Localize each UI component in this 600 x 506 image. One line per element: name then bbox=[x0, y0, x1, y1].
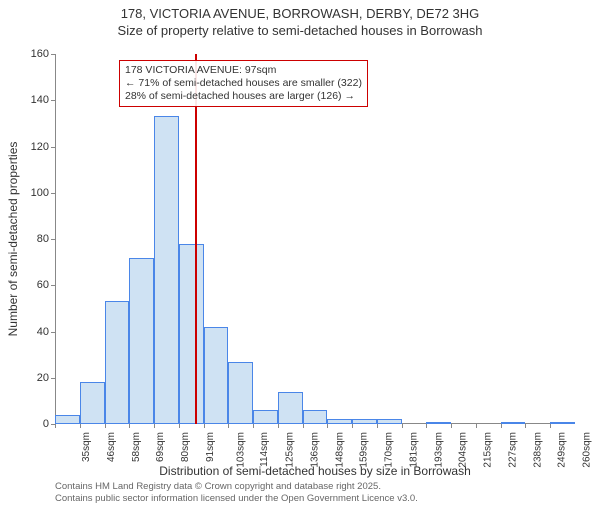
xtick-label: 114sqm bbox=[259, 432, 270, 467]
xtick-mark bbox=[550, 424, 551, 428]
reference-line bbox=[195, 54, 197, 424]
xtick-label: 136sqm bbox=[309, 432, 320, 468]
histogram-bar bbox=[179, 244, 204, 424]
histogram-bar bbox=[352, 419, 377, 424]
histogram-bar bbox=[105, 301, 130, 424]
xtick-mark bbox=[327, 424, 328, 428]
ytick-label: 20 bbox=[37, 372, 55, 384]
histogram-bar bbox=[55, 415, 80, 424]
xtick-mark bbox=[501, 424, 502, 428]
histogram-bar bbox=[129, 258, 154, 425]
histogram-bar bbox=[327, 419, 352, 424]
xtick-mark bbox=[278, 424, 279, 428]
histogram-bar bbox=[80, 382, 105, 424]
histogram-bar bbox=[550, 422, 575, 424]
xtick-mark bbox=[154, 424, 155, 428]
xtick-mark bbox=[476, 424, 477, 428]
xtick-mark bbox=[105, 424, 106, 428]
ytick-label: 140 bbox=[31, 94, 55, 106]
histogram-bar bbox=[377, 419, 402, 424]
histogram-bar bbox=[501, 422, 526, 424]
xtick-mark bbox=[179, 424, 180, 428]
xtick-label: 46sqm bbox=[106, 432, 117, 462]
histogram-bar bbox=[426, 422, 451, 424]
footer-attribution: Contains HM Land Registry data © Crown c… bbox=[55, 481, 418, 504]
xtick-mark bbox=[228, 424, 229, 428]
xtick-label: 204sqm bbox=[458, 432, 469, 468]
ytick-label: 80 bbox=[37, 233, 55, 245]
chart-title-line2: Size of property relative to semi-detach… bbox=[0, 23, 600, 38]
histogram-bar bbox=[278, 392, 303, 424]
xtick-mark bbox=[303, 424, 304, 428]
xtick-mark bbox=[55, 424, 56, 428]
footer-line1: Contains HM Land Registry data © Crown c… bbox=[55, 481, 418, 492]
xtick-label: 148sqm bbox=[334, 432, 345, 468]
ytick-label: 0 bbox=[43, 418, 55, 430]
xtick-label: 260sqm bbox=[582, 432, 593, 468]
histogram-bar bbox=[228, 362, 253, 424]
chart-area: Number of semi-detached properties 02040… bbox=[55, 54, 575, 424]
xtick-label: 80sqm bbox=[180, 432, 191, 462]
xtick-label: 181sqm bbox=[408, 432, 419, 468]
xtick-label: 58sqm bbox=[131, 432, 142, 462]
xtick-mark bbox=[352, 424, 353, 428]
footer-line2: Contains public sector information licen… bbox=[55, 493, 418, 504]
xtick-label: 35sqm bbox=[81, 432, 92, 462]
xtick-mark bbox=[377, 424, 378, 428]
xtick-mark bbox=[80, 424, 81, 428]
callout-line1: 178 VICTORIA AVENUE: 97sqm bbox=[125, 64, 362, 77]
xtick-mark bbox=[426, 424, 427, 428]
xtick-label: 170sqm bbox=[384, 432, 395, 468]
xtick-label: 103sqm bbox=[235, 432, 246, 468]
y-axis bbox=[55, 54, 56, 424]
callout-line3: 28% of semi-detached houses are larger (… bbox=[125, 90, 362, 103]
xtick-label: 238sqm bbox=[532, 432, 543, 468]
ytick-label: 60 bbox=[37, 279, 55, 291]
xtick-mark bbox=[451, 424, 452, 428]
callout-line2: ← 71% of semi-detached houses are smalle… bbox=[125, 77, 362, 90]
xtick-label: 159sqm bbox=[359, 432, 370, 468]
xtick-label: 125sqm bbox=[285, 432, 296, 468]
xtick-label: 227sqm bbox=[508, 432, 519, 468]
callout-box: 178 VICTORIA AVENUE: 97sqm← 71% of semi-… bbox=[119, 60, 368, 107]
xtick-label: 69sqm bbox=[155, 432, 166, 462]
histogram-bar bbox=[204, 327, 229, 424]
ytick-label: 160 bbox=[31, 48, 55, 60]
y-axis-label: Number of semi-detached properties bbox=[6, 142, 20, 337]
histogram-bar bbox=[303, 410, 328, 424]
ytick-label: 120 bbox=[31, 141, 55, 153]
chart-title-line1: 178, VICTORIA AVENUE, BORROWASH, DERBY, … bbox=[0, 6, 600, 23]
xtick-label: 249sqm bbox=[557, 432, 568, 468]
xtick-mark bbox=[525, 424, 526, 428]
ytick-label: 100 bbox=[31, 187, 55, 199]
xtick-mark bbox=[253, 424, 254, 428]
ytick-label: 40 bbox=[37, 326, 55, 338]
histogram-bar bbox=[253, 410, 278, 424]
xtick-mark bbox=[129, 424, 130, 428]
plot-region: 02040608010012014016035sqm46sqm58sqm69sq… bbox=[55, 54, 575, 424]
xtick-label: 215sqm bbox=[483, 432, 494, 468]
xtick-label: 193sqm bbox=[433, 432, 444, 468]
xtick-mark bbox=[204, 424, 205, 428]
xtick-mark bbox=[402, 424, 403, 428]
histogram-bar bbox=[154, 116, 179, 424]
xtick-label: 91sqm bbox=[205, 432, 216, 462]
x-axis-label: Distribution of semi-detached houses by … bbox=[159, 464, 470, 478]
